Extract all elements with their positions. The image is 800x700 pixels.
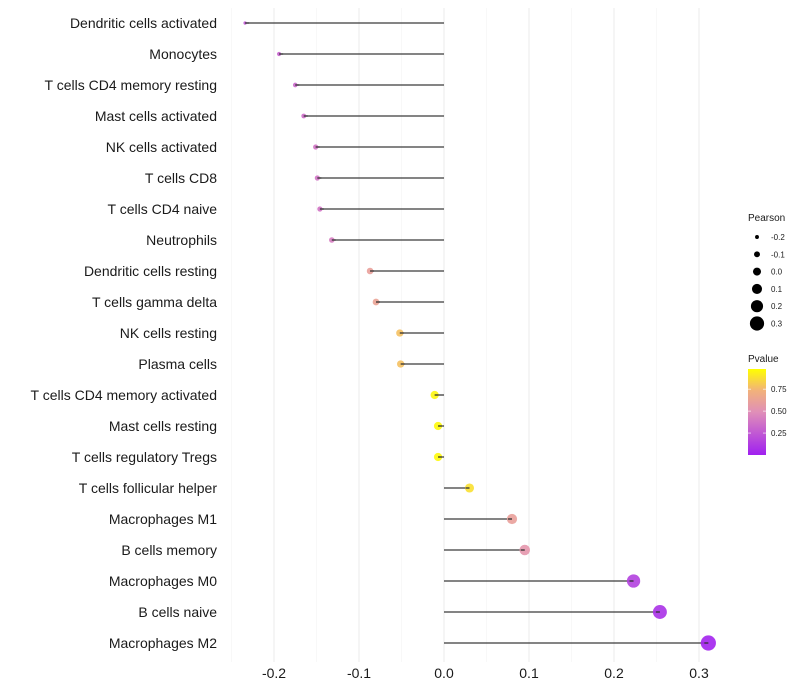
legend-size-label: 0.0 [771,268,783,277]
y-category-label: Macrophages M2 [109,635,217,651]
legend-pvalue-label: 0.25 [771,429,787,438]
y-category-label: T cells CD4 memory activated [31,387,217,403]
y-category-label: Dendritic cells activated [70,15,217,31]
x-tick-label: 0.3 [689,665,709,681]
legend-size-dot [751,283,763,294]
legend-size-dot [750,300,764,313]
y-category-label: T cells CD8 [145,170,217,186]
legend-pearson-title: Pearson [748,213,785,224]
y-category-label: Plasma cells [138,356,217,372]
y-category-label: T cells CD4 naive [108,201,218,217]
legend-size-label: 0.2 [771,302,783,311]
x-tick-label: 0.1 [519,665,539,681]
x-axis-labels: -0.2 -0.1 0.0 0.1 0.2 0.3 [262,665,709,681]
legend-pvalue-title: Pvalue [748,354,779,365]
legend-size-dot [749,316,765,331]
legend-pvalue-label: 0.50 [771,407,787,416]
legend-pvalue-colorbar [748,369,766,455]
y-category-label: T cells follicular helper [79,480,218,496]
y-category-label: Dendritic cells resting [84,263,217,279]
legend-size-label: -0.2 [771,233,785,242]
y-axis-labels: Dendritic cells activated Monocytes T cell… [31,15,218,651]
y-category-label: Monocytes [149,46,217,62]
x-tick-label: 0.0 [434,665,454,681]
y-category-label: T cells gamma delta [92,294,217,310]
lollipop-point [276,51,282,57]
lollipop-stems [245,22,709,644]
legend-size-dot [754,251,760,258]
y-category-label: Macrophages M1 [109,511,217,527]
legend-pvalue-label: 0.75 [771,385,787,394]
y-category-label: Neutrophils [146,232,217,248]
legend-size-label: 0.3 [771,320,783,329]
y-category-label: Macrophages M0 [109,573,217,589]
y-category-label: B cells naive [138,604,217,620]
y-category-label: Mast cells activated [95,108,217,124]
x-tick-label: -0.1 [347,665,371,681]
legend-size-label: -0.1 [771,250,785,259]
y-category-label: B cells memory [121,542,217,558]
legend-pearson: Pearson -0.2 -0.1 0.0 0.1 0.2 0.3 [748,213,785,331]
y-category-label: NK cells activated [106,139,217,155]
lollipop-points [243,21,716,651]
grid-lines [231,8,700,662]
x-tick-label: -0.2 [262,665,286,681]
legend-size-label: 0.1 [771,285,783,294]
y-category-label: T cells CD4 memory resting [45,77,217,93]
legend-size-dot [755,235,759,239]
legend-pvalue: Pvalue 0.75 0.50 0.25 [748,354,787,455]
y-category-label: T cells regulatory Tregs [72,449,217,465]
x-tick-label: 0.2 [604,665,624,681]
y-category-label: Mast cells resting [109,418,217,434]
legend-size-dot [752,267,762,276]
y-category-label: NK cells resting [120,325,217,341]
